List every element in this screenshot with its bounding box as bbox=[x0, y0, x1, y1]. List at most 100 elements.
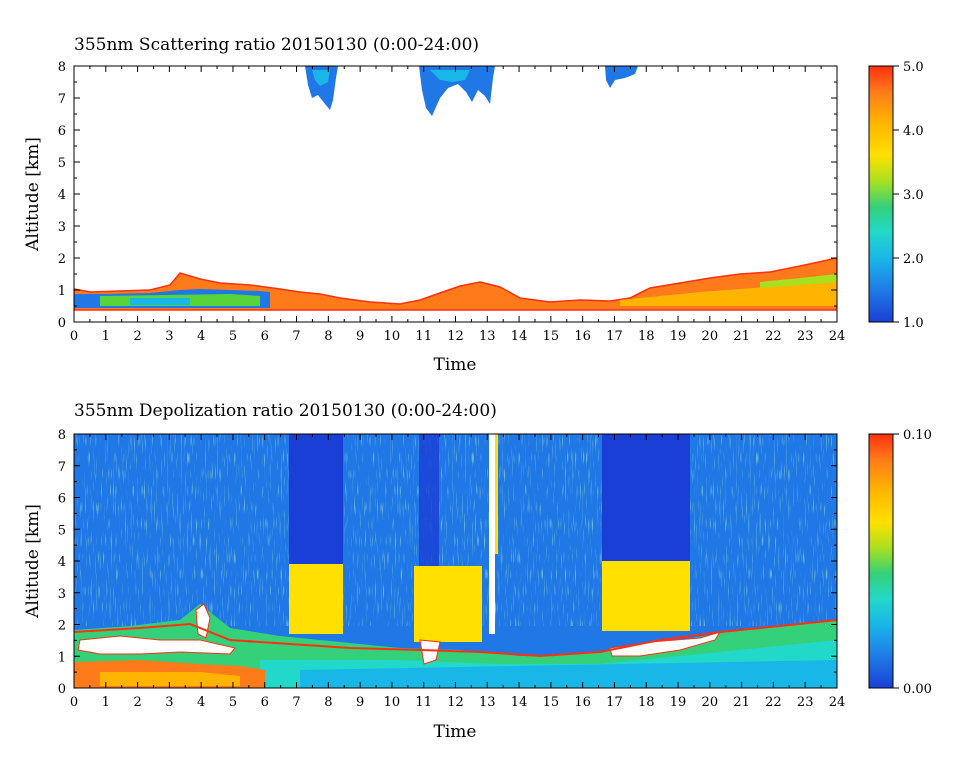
x-tick-label: 5 bbox=[229, 695, 237, 710]
x-tick-label: 15 bbox=[543, 695, 560, 710]
cirrus-cloud bbox=[305, 66, 338, 110]
panel-depolarization-ratio: 355nm Depolization ratio 20150130 (0:00-… bbox=[23, 401, 932, 742]
x-tick-label: 1 bbox=[102, 695, 110, 710]
y-tick-label: 0 bbox=[58, 316, 66, 331]
x-tick-label: 13 bbox=[479, 695, 496, 710]
panel-scattering-ratio: 355nm Scattering ratio 20150130 (0:00-24… bbox=[23, 35, 924, 375]
x-tick-label: 0 bbox=[70, 329, 78, 344]
x-tick-label: 8 bbox=[324, 695, 332, 710]
y-tick-label: 0 bbox=[58, 682, 66, 697]
colorbar bbox=[868, 65, 894, 323]
x-tick-label: 18 bbox=[638, 329, 655, 344]
x-tick-label: 3 bbox=[165, 329, 173, 344]
x-tick-label: 1 bbox=[102, 329, 110, 344]
colorbar-tick-label: 5.0 bbox=[903, 60, 924, 75]
x-axis-label: Time bbox=[434, 355, 477, 375]
x-tick-label: 16 bbox=[574, 695, 591, 710]
heatmap-area bbox=[74, 66, 837, 311]
lower-layer-lightblue bbox=[300, 660, 837, 688]
x-tick-label: 10 bbox=[384, 695, 401, 710]
low-depol-column bbox=[289, 434, 343, 564]
x-tick-label: 9 bbox=[356, 695, 364, 710]
x-tick-label: 3 bbox=[165, 695, 173, 710]
x-tick-label: 16 bbox=[574, 329, 591, 344]
saturated-region bbox=[419, 639, 441, 665]
high-depol-layer bbox=[414, 566, 482, 642]
y-tick-label: 6 bbox=[58, 124, 66, 139]
y-tick-label: 3 bbox=[58, 587, 66, 602]
boundary-layer-green-right bbox=[760, 274, 837, 288]
x-tick-label: 23 bbox=[797, 329, 814, 344]
x-tick-label: 19 bbox=[670, 695, 687, 710]
x-tick-label: 22 bbox=[765, 329, 782, 344]
x-tick-label: 24 bbox=[829, 329, 846, 344]
x-tick-label: 20 bbox=[702, 329, 719, 344]
y-axis-label: Altitude [km] bbox=[23, 137, 43, 252]
cirrus-cloud bbox=[419, 66, 495, 116]
y-tick-label: 1 bbox=[58, 650, 66, 665]
x-tick-label: 22 bbox=[765, 695, 782, 710]
x-tick-label: 0 bbox=[70, 695, 78, 710]
x-tick-label: 14 bbox=[511, 329, 528, 344]
colorbar-tick-label: 3.0 bbox=[903, 188, 924, 203]
x-tick-label: 7 bbox=[292, 329, 300, 344]
x-tick-label: 11 bbox=[415, 695, 432, 710]
y-tick-label: 7 bbox=[58, 460, 66, 475]
x-tick-label: 5 bbox=[229, 329, 237, 344]
x-tick-label: 4 bbox=[197, 329, 205, 344]
saturated-region bbox=[77, 635, 236, 655]
colorbar-tick-label: 0.10 bbox=[903, 428, 932, 443]
x-tick-label: 10 bbox=[384, 329, 401, 344]
boundary-line bbox=[74, 619, 837, 658]
cirrus-cloud bbox=[605, 66, 638, 88]
x-tick-label: 20 bbox=[702, 695, 719, 710]
x-tick-label: 8 bbox=[324, 329, 332, 344]
x-tick-label: 9 bbox=[356, 329, 364, 344]
x-tick-label: 23 bbox=[797, 695, 814, 710]
x-tick-label: 21 bbox=[733, 329, 750, 344]
saturated-region bbox=[609, 631, 722, 657]
x-axis-ticks: 0 1 2 3 4 5 6 7 8 9 10 11 12 13 14 15 16 17 18 19 20 21 22 23 24 bbox=[70, 434, 845, 710]
cirrus-cloud bbox=[430, 70, 470, 82]
x-axis-ticks: 0 1 2 3 4 5 6 7 8 9 10 11 12 13 14 15 16 17 18 19 20 21 22 23 24 bbox=[70, 66, 845, 344]
y-tick-label: 2 bbox=[58, 619, 66, 634]
y-tick-label: 8 bbox=[58, 428, 66, 443]
y-axis-ticks: 0 1 2 3 4 5 6 7 8 bbox=[58, 428, 837, 697]
x-tick-label: 11 bbox=[415, 329, 432, 344]
high-depol-layer bbox=[289, 564, 343, 634]
colorbar-tick-label: 1.0 bbox=[903, 316, 924, 331]
low-depol-column bbox=[602, 434, 690, 561]
chart-title: 355nm Scattering ratio 20150130 (0:00-24… bbox=[74, 35, 479, 55]
saturated-streak bbox=[489, 434, 495, 634]
x-tick-label: 24 bbox=[829, 695, 846, 710]
near-surface-aerosol bbox=[100, 672, 240, 686]
boundary-layer-yellow bbox=[620, 280, 837, 306]
x-tick-label: 17 bbox=[606, 329, 623, 344]
x-tick-label: 13 bbox=[479, 329, 496, 344]
x-tick-label: 19 bbox=[670, 329, 687, 344]
x-tick-label: 15 bbox=[543, 329, 560, 344]
y-axis-ticks: 0 1 2 3 4 5 6 7 8 bbox=[58, 60, 837, 331]
colorbar-tick-label: 0.00 bbox=[903, 682, 932, 697]
y-tick-label: 3 bbox=[58, 220, 66, 235]
x-tick-label: 6 bbox=[261, 329, 269, 344]
x-tick-label: 12 bbox=[447, 329, 464, 344]
x-tick-label: 6 bbox=[261, 695, 269, 710]
x-tick-label: 21 bbox=[733, 695, 750, 710]
colorbar-ticks: 0.00 0.10 bbox=[893, 428, 932, 697]
colorbar-ticks: 1.0 2.0 3.0 4.0 5.0 bbox=[893, 60, 924, 331]
high-depol-layer bbox=[602, 561, 690, 631]
colorbar-tick-label: 2.0 bbox=[903, 252, 924, 267]
x-tick-label: 18 bbox=[638, 695, 655, 710]
x-tick-label: 17 bbox=[606, 695, 623, 710]
colorbar-tick-label: 4.0 bbox=[903, 124, 924, 139]
x-tick-label: 2 bbox=[133, 329, 141, 344]
y-tick-label: 4 bbox=[58, 555, 66, 570]
heatmap-area bbox=[74, 434, 837, 688]
cirrus-cloud bbox=[312, 70, 330, 86]
y-tick-label: 8 bbox=[58, 60, 66, 75]
x-axis-label: Time bbox=[434, 722, 477, 742]
boundary-layer-cyan bbox=[130, 298, 190, 305]
y-tick-label: 5 bbox=[58, 523, 66, 538]
